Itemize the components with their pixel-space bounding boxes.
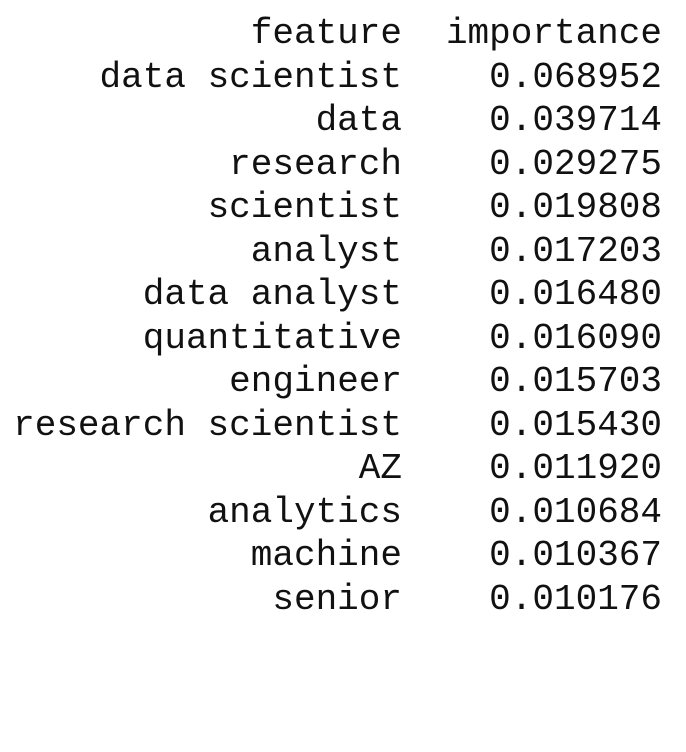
importance-cell: 0.017203 [489, 230, 662, 272]
importance-cell: 0.019808 [489, 187, 662, 228]
table-row: scientist 0.019808 [0, 186, 686, 230]
table-row: data scientist 0.068952 [0, 56, 686, 100]
importance-cell: 0.010684 [489, 491, 662, 533]
column-header-importance: importance [445, 13, 662, 54]
table-row: research 0.029275 [0, 143, 686, 187]
feature-cell: research scientist [13, 404, 402, 446]
importance-cell: 0.029275 [489, 143, 662, 185]
table-header-row: feature importance [0, 12, 686, 56]
table-row: analyst 0.017203 [0, 230, 686, 274]
feature-cell: quantitative [142, 317, 402, 359]
importance-cell: 0.010367 [489, 535, 662, 576]
importance-cell: 0.039714 [489, 100, 662, 141]
table-row: data analyst 0.016480 [0, 273, 686, 317]
importance-cell: 0.015703 [489, 361, 662, 402]
table-row: machine 0.010367 [0, 534, 686, 578]
feature-cell: scientist [207, 187, 402, 228]
importance-cell: 0.068952 [489, 56, 662, 98]
feature-cell: research [229, 143, 402, 185]
feature-cell: data scientist [99, 56, 402, 98]
table-row: analytics 0.010684 [0, 491, 686, 535]
feature-cell: data [315, 100, 402, 141]
table-row: data 0.039714 [0, 99, 686, 143]
feature-cell: engineer [229, 361, 402, 402]
table-row: AZ 0.011920 [0, 447, 686, 491]
feature-cell: AZ [358, 448, 402, 489]
importance-cell: 0.015430 [489, 404, 662, 446]
feature-cell: analyst [250, 230, 402, 272]
feature-cell: analytics [207, 491, 402, 533]
importance-cell: 0.016480 [489, 274, 662, 315]
table-row: quantitative 0.016090 [0, 317, 686, 361]
column-header-feature: feature [250, 13, 402, 54]
table-row: senior 0.010176 [0, 578, 686, 622]
feature-cell: machine [250, 535, 402, 576]
feature-cell: senior [272, 578, 402, 620]
table-row: research scientist 0.015430 [0, 404, 686, 448]
table-row: engineer 0.015703 [0, 360, 686, 404]
feature-cell: data analyst [142, 274, 402, 315]
importance-cell: 0.016090 [489, 317, 662, 359]
feature-importance-table: feature importance data scientist 0.0689… [0, 12, 686, 621]
importance-cell: 0.010176 [489, 578, 662, 620]
importance-cell: 0.011920 [489, 448, 662, 489]
